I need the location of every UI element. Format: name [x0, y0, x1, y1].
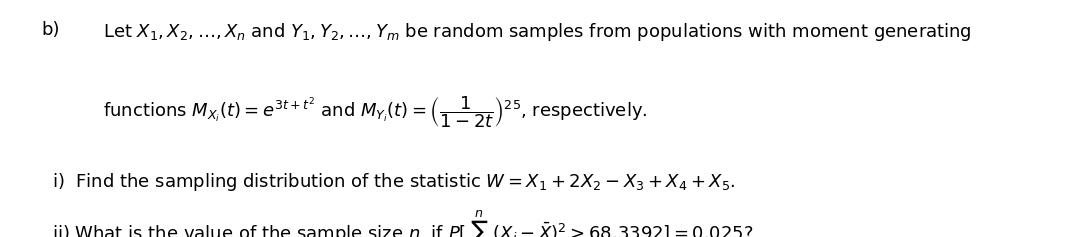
Text: i)  Find the sampling distribution of the statistic $W = X_1 + 2X_2 - X_3 + X_4 : i) Find the sampling distribution of the…: [52, 171, 735, 193]
Text: functions $M_{X_i}(t) = e^{3t+t^2}$ and $M_{Y_i}(t) = \left(\dfrac{1}{1-2t}\righ: functions $M_{X_i}(t) = e^{3t+t^2}$ and …: [103, 95, 647, 130]
Text: Let $X_1, X_2, \ldots, X_n$ and $Y_1, Y_2, \ldots, Y_m$ be random samples from p: Let $X_1, X_2, \ldots, X_n$ and $Y_1, Y_…: [103, 21, 971, 43]
Text: b): b): [41, 21, 59, 39]
Text: ii) What is the value of the sample size $n$, if $P[\sum_{i=1}^{n}(X_i - \bar{X}: ii) What is the value of the sample size…: [52, 209, 753, 237]
